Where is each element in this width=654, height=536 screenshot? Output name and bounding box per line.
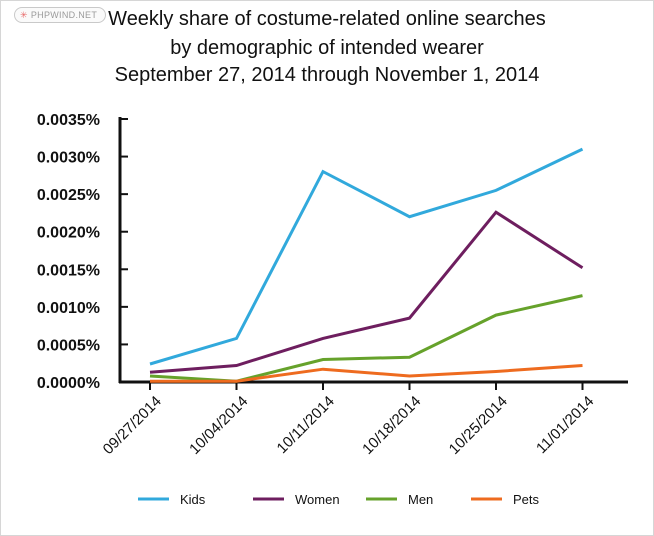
- x-tick-label: 10/04/2014: [186, 393, 251, 458]
- x-tick-label: 10/18/2014: [359, 393, 424, 458]
- chart-date-range: September 27, 2014 through November 1, 2…: [114, 64, 540, 86]
- y-tick-label: 0.0005%: [37, 337, 100, 354]
- legend-label-kids: Kids: [180, 492, 206, 507]
- series-line-women: [149, 210, 584, 374]
- y-tick-label: 0.0020%: [37, 225, 100, 242]
- x-tick-label: 10/25/2014: [446, 393, 511, 458]
- watermark-text: PHPWIND.NET: [30, 10, 98, 20]
- chart-subtitle: by demographic of intended wearer: [170, 37, 484, 59]
- asterisk-icon: ✳: [20, 10, 28, 20]
- watermark-badge: ✳ PHPWIND.NET: [14, 7, 107, 23]
- y-tick-label: 0.0015%: [37, 262, 100, 279]
- x-tick-label: 11/01/2014: [533, 393, 597, 457]
- y-tick-label: 0.0030%: [37, 150, 100, 167]
- legend-label-men: Men: [408, 492, 433, 507]
- legend-label-pets: Pets: [513, 492, 540, 507]
- series-line-pets: [150, 364, 583, 383]
- series-line-kids: [149, 147, 584, 366]
- y-tick-label: 0.0010%: [37, 300, 100, 317]
- legend-label-women: Women: [295, 492, 340, 507]
- y-tick-label: 0.0035%: [37, 112, 100, 129]
- y-tick-label: 0.0000%: [37, 375, 100, 392]
- x-tick-label: 09/27/2014: [100, 393, 165, 458]
- chart-title: Weekly share of costume-related online s…: [108, 8, 546, 30]
- y-tick-label: 0.0025%: [37, 187, 100, 204]
- x-tick-label: 10/11/2014: [274, 393, 338, 457]
